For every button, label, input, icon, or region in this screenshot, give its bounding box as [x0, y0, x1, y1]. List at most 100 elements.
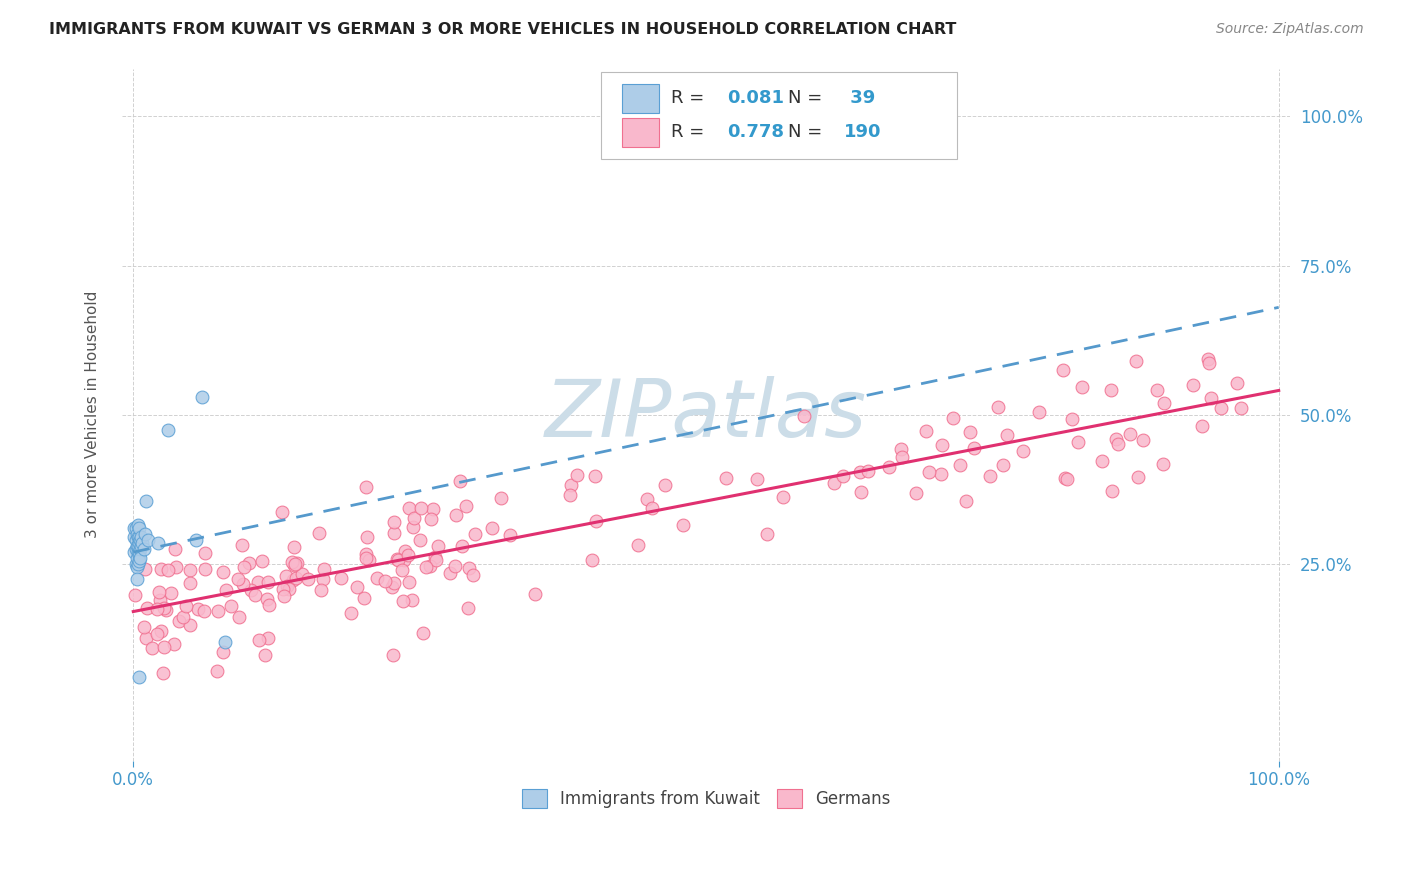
Point: [904, 485, 927, 500]
Point: [1107, 437, 1129, 451]
Point: [226, 573, 249, 587]
Point: [425, 553, 447, 567]
Point: [247, 633, 270, 648]
Point: [207, 604, 229, 618]
Point: [354, 480, 377, 494]
Point: [163, 541, 186, 556]
Point: [1211, 401, 1233, 415]
Point: [464, 526, 486, 541]
Text: IMMIGRANTS FROM KUWAIT VS GERMAN 3 OR MORE VEHICLES IN HOUSEHOLD CORRELATION CHA: IMMIGRANTS FROM KUWAIT VS GERMAN 3 OR MO…: [49, 22, 956, 37]
Point: [271, 582, 294, 596]
Point: [1119, 426, 1142, 441]
Point: [1198, 356, 1220, 370]
Point: [136, 601, 159, 615]
Point: [1053, 471, 1076, 485]
Point: [654, 478, 676, 492]
Point: [149, 562, 172, 576]
Point: [128, 536, 150, 550]
Point: [291, 566, 314, 581]
Point: [387, 552, 409, 566]
Point: [257, 598, 280, 612]
Point: [187, 602, 209, 616]
Point: [179, 563, 201, 577]
Point: [959, 425, 981, 440]
Bar: [621, 84, 659, 113]
Point: [280, 555, 302, 569]
Point: [585, 514, 607, 528]
Point: [454, 499, 477, 513]
Point: [481, 521, 503, 535]
Point: [558, 488, 581, 502]
Point: [283, 540, 305, 554]
Point: [1052, 363, 1074, 377]
Point: [449, 474, 471, 488]
Point: [276, 579, 298, 593]
Point: [929, 467, 952, 481]
Text: 190: 190: [844, 123, 882, 141]
Point: [439, 566, 461, 580]
Point: [356, 530, 378, 544]
Point: [246, 574, 269, 589]
Point: [124, 521, 146, 535]
Point: [145, 627, 167, 641]
Point: [129, 539, 152, 553]
Point: [232, 559, 254, 574]
Point: [672, 517, 695, 532]
Point: [194, 546, 217, 560]
Point: [124, 542, 146, 557]
Point: [461, 568, 484, 582]
Point: [915, 424, 938, 438]
Point: [148, 584, 170, 599]
Point: [1028, 405, 1050, 419]
Point: [931, 438, 953, 452]
Text: N =: N =: [787, 89, 828, 107]
Legend: Immigrants from Kuwait, Germans: Immigrants from Kuwait, Germans: [515, 782, 897, 815]
Point: [281, 574, 304, 588]
Point: [987, 400, 1010, 414]
Point: [849, 484, 872, 499]
Point: [312, 572, 335, 586]
Point: [891, 450, 914, 464]
Point: [489, 491, 512, 506]
Point: [793, 409, 815, 424]
Point: [191, 390, 214, 404]
Point: [156, 423, 179, 437]
Point: [353, 591, 375, 605]
Point: [314, 562, 336, 576]
Point: [274, 569, 297, 583]
Point: [356, 551, 378, 566]
Point: [212, 645, 235, 659]
Point: [425, 549, 447, 564]
Point: [150, 624, 173, 639]
Point: [415, 560, 437, 574]
Point: [942, 411, 965, 425]
Point: [381, 648, 404, 662]
Point: [128, 554, 150, 568]
Point: [890, 442, 912, 457]
Text: Source: ZipAtlas.com: Source: ZipAtlas.com: [1216, 22, 1364, 37]
Point: [212, 565, 235, 579]
Point: [174, 599, 197, 614]
Point: [451, 540, 474, 554]
Point: [129, 533, 152, 548]
Text: 0.778: 0.778: [727, 123, 785, 141]
Point: [382, 515, 405, 529]
Bar: [621, 118, 659, 147]
Point: [129, 551, 152, 566]
Point: [963, 441, 986, 455]
Point: [257, 575, 280, 590]
Point: [1152, 457, 1174, 471]
Point: [1132, 433, 1154, 447]
Point: [394, 544, 416, 558]
Point: [257, 632, 280, 646]
Y-axis label: 3 or more Vehicles in Household: 3 or more Vehicles in Household: [86, 291, 100, 539]
Point: [129, 542, 152, 557]
Point: [125, 527, 148, 541]
Point: [146, 601, 169, 615]
Point: [124, 588, 146, 602]
Point: [398, 501, 420, 516]
Point: [214, 634, 236, 648]
Point: [1197, 352, 1219, 367]
Point: [285, 572, 308, 586]
Point: [308, 525, 330, 540]
